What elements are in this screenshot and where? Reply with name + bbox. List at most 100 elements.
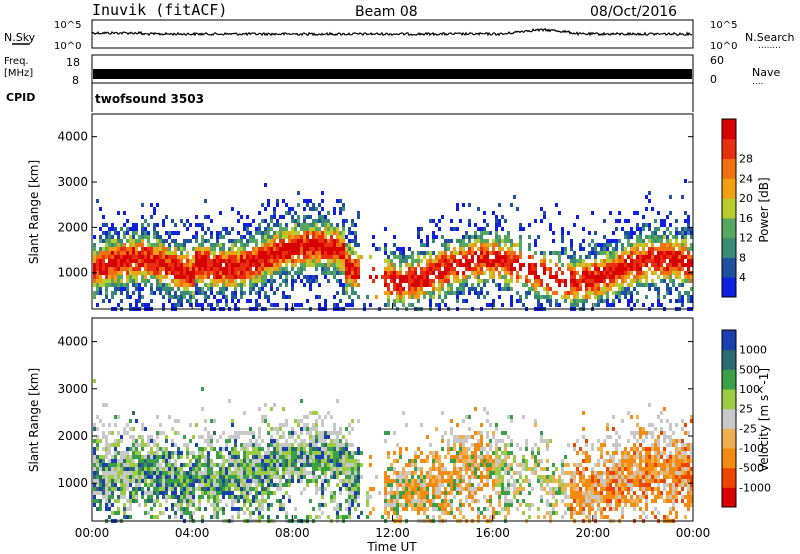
velocity-cell xyxy=(291,447,294,451)
power-cell xyxy=(153,251,156,255)
velocity-cell xyxy=(288,483,291,487)
velocity-cell xyxy=(492,483,495,487)
velocity-cell xyxy=(306,463,309,467)
velocity-cell xyxy=(441,483,444,487)
power-cell xyxy=(423,295,426,299)
power-cell xyxy=(648,239,651,243)
power-cell xyxy=(258,211,261,215)
velocity-cell xyxy=(411,499,414,503)
power-cell xyxy=(162,247,165,251)
power-cell xyxy=(615,239,618,243)
velocity-cell xyxy=(531,451,534,455)
velocity-cell xyxy=(183,479,186,483)
velocity-cell xyxy=(129,491,132,495)
velocity-cell xyxy=(489,503,492,507)
power-cell xyxy=(666,215,669,219)
velocity-cell xyxy=(450,459,453,463)
power-cell xyxy=(192,271,195,275)
power-cell xyxy=(507,235,510,239)
power-cell xyxy=(462,291,465,295)
power-cell xyxy=(588,279,591,283)
velocity-cell xyxy=(414,479,417,483)
velocity-cell xyxy=(498,479,501,483)
velocity-cell xyxy=(420,483,423,487)
power-cell xyxy=(597,295,600,299)
power-cell xyxy=(111,295,114,299)
velocity-cell xyxy=(255,467,258,471)
power-cell xyxy=(426,251,429,255)
power-cell xyxy=(333,207,336,211)
velocity-cell xyxy=(543,439,546,443)
power-cell xyxy=(111,243,114,247)
power-cell xyxy=(105,287,108,291)
velocity-cell xyxy=(156,491,159,495)
power-cell xyxy=(150,215,153,219)
power-cell xyxy=(186,267,189,271)
velocity-cell xyxy=(204,507,207,511)
power-cell xyxy=(354,271,357,275)
velocity-cell xyxy=(486,459,489,463)
power-cell xyxy=(321,231,324,235)
velocity-cell xyxy=(105,503,108,507)
power-cell xyxy=(135,227,138,231)
velocity-cell xyxy=(156,483,159,487)
power-cell xyxy=(615,267,618,271)
velocity-cell xyxy=(258,435,261,439)
power-cell xyxy=(687,247,690,251)
velocity-cell xyxy=(426,471,429,475)
velocity-cell xyxy=(312,507,315,511)
velocity-cell xyxy=(276,451,279,455)
velocity-cell xyxy=(426,515,429,519)
power-cell xyxy=(285,223,288,227)
power-cell xyxy=(495,235,498,239)
power-cell xyxy=(537,283,540,287)
power-cell xyxy=(114,259,117,263)
power-cell xyxy=(519,235,522,239)
power-cell xyxy=(192,255,195,259)
power-cell xyxy=(519,255,522,259)
power-cell xyxy=(189,291,192,295)
power-cell xyxy=(621,247,624,251)
velocity-cell xyxy=(426,435,429,439)
power-cell xyxy=(348,239,351,243)
velocity-cell xyxy=(333,499,336,503)
power-cell xyxy=(351,267,354,271)
velocity-cell xyxy=(288,495,291,499)
power-cell xyxy=(558,259,561,263)
velocity-cell xyxy=(183,483,186,487)
power-cell xyxy=(231,291,234,295)
power-cell xyxy=(270,287,273,291)
velocity-cell xyxy=(117,431,120,435)
velocity-cell xyxy=(138,483,141,487)
velocity-cell xyxy=(495,439,498,443)
freq-tick-top: 18 xyxy=(66,56,80,69)
power-cell xyxy=(579,299,582,303)
power-cell xyxy=(459,291,462,295)
velocity-cell xyxy=(135,479,138,483)
velocity-cell xyxy=(213,471,216,475)
power-cell xyxy=(282,271,285,275)
velocity-cell xyxy=(255,451,258,455)
velocity-cell xyxy=(300,467,303,471)
power-cell xyxy=(216,243,219,247)
power-cell xyxy=(690,231,693,235)
velocity-cell xyxy=(321,435,324,439)
velocity-cell xyxy=(162,495,165,499)
velocity-cell xyxy=(291,471,294,475)
velocity-cell xyxy=(231,423,234,427)
power-cell xyxy=(195,271,198,275)
velocity-cell xyxy=(489,463,492,467)
power-cell xyxy=(645,275,648,279)
velocity-cell xyxy=(147,451,150,455)
velocity-cell xyxy=(474,471,477,475)
velocity-cell xyxy=(465,459,468,463)
velocity-cell xyxy=(105,443,108,447)
velocity-cell xyxy=(426,507,429,511)
velocity-cell xyxy=(498,511,501,515)
power-cell xyxy=(99,247,102,251)
power-cell xyxy=(159,271,162,275)
velocity-cell xyxy=(213,511,216,515)
power-cell xyxy=(321,219,324,223)
power-cell xyxy=(183,255,186,259)
power-cell xyxy=(243,247,246,251)
